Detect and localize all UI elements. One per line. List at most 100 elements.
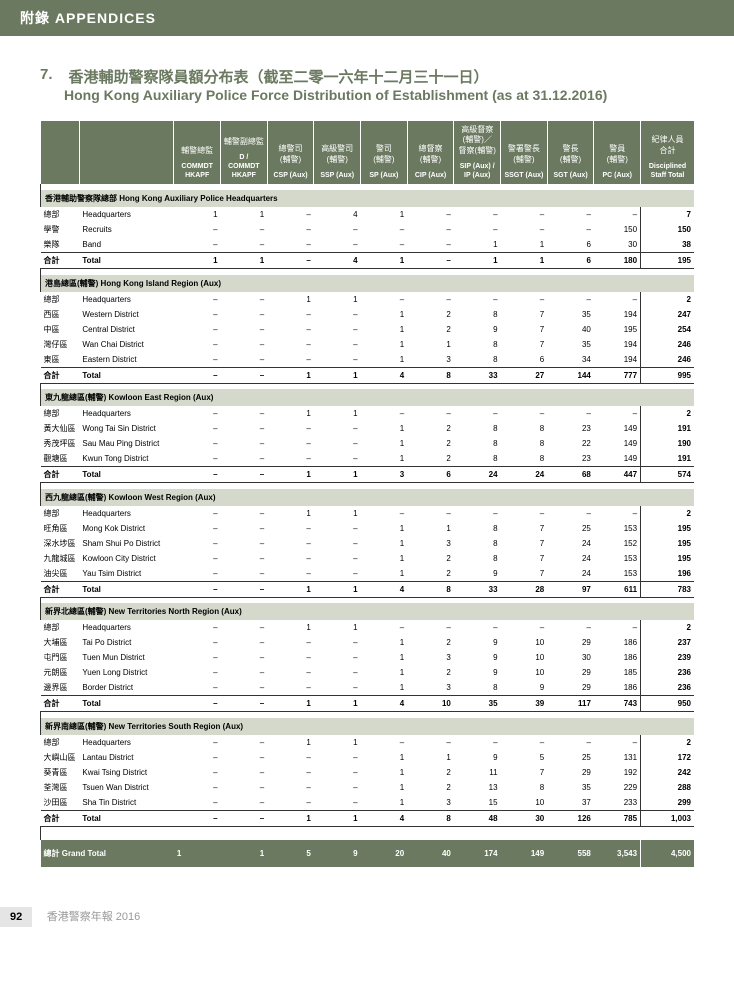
cell: 10 [501, 665, 548, 680]
cell: – [314, 750, 361, 765]
data-row: 荃灣區Tsuen Wan District––––1213835229288 [41, 780, 695, 795]
cell: 2 [407, 307, 454, 322]
cell: – [267, 750, 314, 765]
cell: – [174, 581, 221, 597]
cell: 185 [594, 665, 641, 680]
cell: 611 [594, 581, 641, 597]
cell: – [547, 222, 594, 237]
section-title-cell: 港島總區(輔警) Hong Kong Island Region (Aux) [41, 275, 695, 292]
data-row: 總部Headquarters––11––––––2 [41, 292, 695, 307]
cell: 40 [547, 322, 594, 337]
cell: – [267, 551, 314, 566]
cell: 24 [501, 467, 548, 483]
cell: 1 [407, 337, 454, 352]
cell: 5 [501, 750, 548, 765]
cell: 950 [641, 696, 694, 712]
cell: 1 [361, 635, 408, 650]
cell: Headquarters [79, 406, 173, 421]
cell: 10 [501, 650, 548, 665]
section-header: 新界南總區(輔警) New Territories South Region (… [41, 718, 695, 735]
cell: 觀塘區 [41, 451, 80, 467]
cell: 7 [641, 207, 694, 222]
cell: 195 [641, 521, 694, 536]
cell: – [361, 506, 408, 521]
cell: 174 [454, 840, 501, 867]
cell: 10 [501, 635, 548, 650]
section-title: 7. 香港輔助警察隊員額分布表（截至二零一六年十二月三十一日） Hong Kon… [40, 66, 694, 103]
cell: 1 [361, 322, 408, 337]
cell: 149 [594, 421, 641, 436]
cell: 屯門區 [41, 650, 80, 665]
cell: 邊界區 [41, 680, 80, 696]
cell: 180 [594, 253, 641, 269]
cell: – [174, 665, 221, 680]
cell: 8 [454, 536, 501, 551]
cell: 233 [594, 795, 641, 811]
cell: 1 [174, 253, 221, 269]
cell: 153 [594, 521, 641, 536]
cell: 30 [501, 810, 548, 826]
cell: 1 [267, 620, 314, 635]
cell: 黃大仙區 [41, 421, 80, 436]
cell: – [454, 222, 501, 237]
cell: – [314, 436, 361, 451]
cell: 中區 [41, 322, 80, 337]
cell: – [221, 292, 268, 307]
cell: – [454, 735, 501, 750]
cell: 灣仔區 [41, 337, 80, 352]
total-row: 合計Total––1148332897611783 [41, 581, 695, 597]
cell: 1 [501, 237, 548, 253]
cell: – [267, 207, 314, 222]
cell: 3,543 [594, 840, 641, 867]
cell: 8 [454, 307, 501, 322]
cell: – [174, 810, 221, 826]
page-number: 92 [0, 907, 32, 927]
cell: – [594, 506, 641, 521]
cell: 35 [454, 696, 501, 712]
cell: 194 [594, 352, 641, 368]
cell: 3 [407, 680, 454, 696]
cell: 24 [547, 566, 594, 582]
cell: 3 [407, 650, 454, 665]
cell: 1 [221, 253, 268, 269]
cell: 9 [454, 650, 501, 665]
cell: 2 [407, 436, 454, 451]
cell: – [314, 551, 361, 566]
cell: 24 [547, 551, 594, 566]
cell: 40 [407, 840, 454, 867]
cell: – [174, 521, 221, 536]
appendix-header: 附錄 APPENDICES [0, 0, 734, 36]
cell: 10 [407, 696, 454, 712]
cell: 186 [594, 635, 641, 650]
cell: 1 [361, 436, 408, 451]
cell: – [267, 222, 314, 237]
data-row: 總部Headquarters––11––––––2 [41, 620, 695, 635]
cell: 2 [641, 735, 694, 750]
cell: – [501, 406, 548, 421]
cell: Sha Tin District [79, 795, 173, 811]
cell: 大埔區 [41, 635, 80, 650]
cell: – [314, 352, 361, 368]
cell: 1 [174, 207, 221, 222]
cell: – [174, 292, 221, 307]
cell: 8 [407, 367, 454, 383]
cell: – [221, 765, 268, 780]
cell: 5 [267, 840, 314, 867]
cell: 4 [361, 581, 408, 597]
cell: Mong Kok District [79, 521, 173, 536]
col-header [41, 121, 80, 184]
cell: 150 [641, 222, 694, 237]
col-header: 紀律人員合計Disciplined Staff Total [641, 121, 694, 184]
table-header-row: 輔警總監COMMDT HKAPF輔警副總監D / COMMDT HKAPF總警司… [41, 121, 695, 184]
cell: 1 [361, 337, 408, 352]
cell: 1 [221, 207, 268, 222]
cell: 1 [267, 292, 314, 307]
cell: Headquarters [79, 292, 173, 307]
cell: – [314, 307, 361, 322]
cell: 1 [221, 840, 268, 867]
cell: – [174, 536, 221, 551]
cell: 10 [501, 795, 548, 811]
cell: Eastern District [79, 352, 173, 368]
cell: – [174, 307, 221, 322]
cell: 242 [641, 765, 694, 780]
